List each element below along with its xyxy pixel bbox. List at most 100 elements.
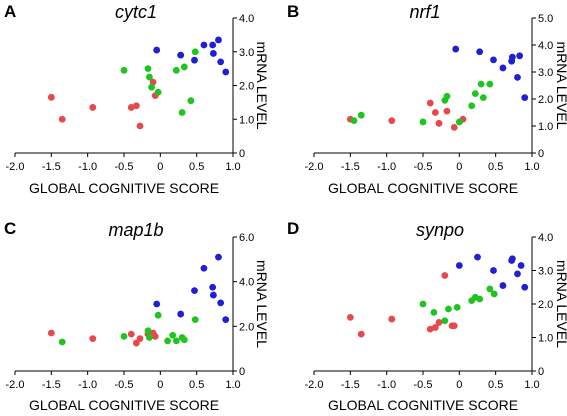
x-tick-label: -1.0 [78,379,97,391]
x-tick-label: 0 [456,379,462,391]
x-tick-label: -1.0 [78,161,97,173]
data-point [177,310,185,318]
series-red-group [47,78,159,130]
data-point [431,324,439,331]
data-point [521,283,529,291]
data-point [120,332,128,340]
data-point [517,262,525,269]
panel-letter: B [287,2,299,21]
data-point [350,117,358,124]
data-point [200,41,208,49]
data-point [120,66,128,74]
x-tick-label: -2.0 [6,161,25,173]
data-point [499,64,507,72]
series-red-group [346,99,467,131]
y-tick-label: 6.0 [239,232,254,244]
x-tick-label: -0.5 [115,161,134,173]
data-point [476,48,484,56]
y-tick-label: 2.0 [239,81,254,93]
x-tick-label: -1.0 [377,161,396,173]
data-point [154,311,162,319]
x-tick-label: -0.5 [115,379,134,391]
data-point [388,315,396,323]
data-point [388,117,396,124]
x-tick-label: 0.5 [488,379,503,391]
panel-letter: A [4,2,16,21]
data-point [177,51,185,59]
data-point [419,300,427,308]
data-point [200,264,208,272]
data-point [452,45,460,53]
y-tick-label: 2.0 [239,321,254,333]
x-tick-label: -0.5 [414,161,433,173]
data-point [209,41,217,49]
x-tick-label: -2.0 [6,379,25,391]
data-point [443,107,451,115]
data-point [435,319,443,326]
y-tick-label: 3.0 [538,67,553,79]
data-point [521,94,529,102]
y-axis-title: mRNA LEVEL [554,260,567,348]
y-tick-label: 4.0 [538,40,553,52]
y-tick-label: 4.0 [239,277,254,289]
data-point [514,270,521,278]
y-tick-label: 4.0 [239,13,254,25]
data-point [431,109,439,116]
x-tick-label: 1.0 [225,379,240,391]
data-point [191,48,199,56]
data-point [172,337,180,345]
data-point [490,56,497,64]
data-point [455,262,463,269]
x-tick-label: -1.5 [42,379,61,391]
data-point [430,308,438,316]
data-point [514,74,521,81]
data-point [508,255,516,263]
data-point [153,46,161,54]
data-point [146,73,153,81]
data-point [435,119,443,127]
data-point [419,118,427,126]
x-tick-label: 1.0 [524,379,539,391]
data-point [89,104,97,111]
x-tick-label: -2.0 [305,379,324,391]
data-point [477,80,485,88]
data-point [89,335,97,343]
data-point [499,282,507,289]
data-point [346,314,354,321]
data-point [455,118,463,126]
y-tick-label: 1.0 [239,114,254,126]
data-point [127,330,135,338]
data-point [144,327,152,335]
panel-title: synpo [416,220,464,240]
y-tick-label: 5.0 [538,13,553,25]
data-point [191,316,199,324]
panel-title: map1b [108,220,163,240]
x-axis-title: GLOBAL COGNITIVE SCORE [328,397,518,413]
data-point [153,300,161,308]
data-point [426,99,434,107]
data-point [58,115,66,123]
y-tick-label: 1.0 [538,121,553,133]
y-tick-label: 3.0 [239,47,254,59]
data-point [443,92,451,100]
series-green-group [58,311,199,346]
data-point [191,287,198,294]
data-point [357,111,365,119]
data-point [154,88,162,96]
y-tick-label: 2.0 [538,299,553,311]
data-point [47,93,55,101]
y-tick-label: 3.0 [538,266,553,278]
y-axis-title: mRNA LEVEL [254,260,270,348]
panel-title: nrf1 [409,2,440,22]
data-point [209,283,217,291]
data-point [164,337,172,345]
y-tick-label: 1.0 [538,333,553,345]
series-blue-group [455,253,529,291]
data-point [136,122,144,130]
x-axis-title: GLOBAL COGNITIVE SCORE [29,397,219,413]
data-point [445,305,452,313]
data-point [450,322,458,330]
series-red-group [346,272,458,338]
